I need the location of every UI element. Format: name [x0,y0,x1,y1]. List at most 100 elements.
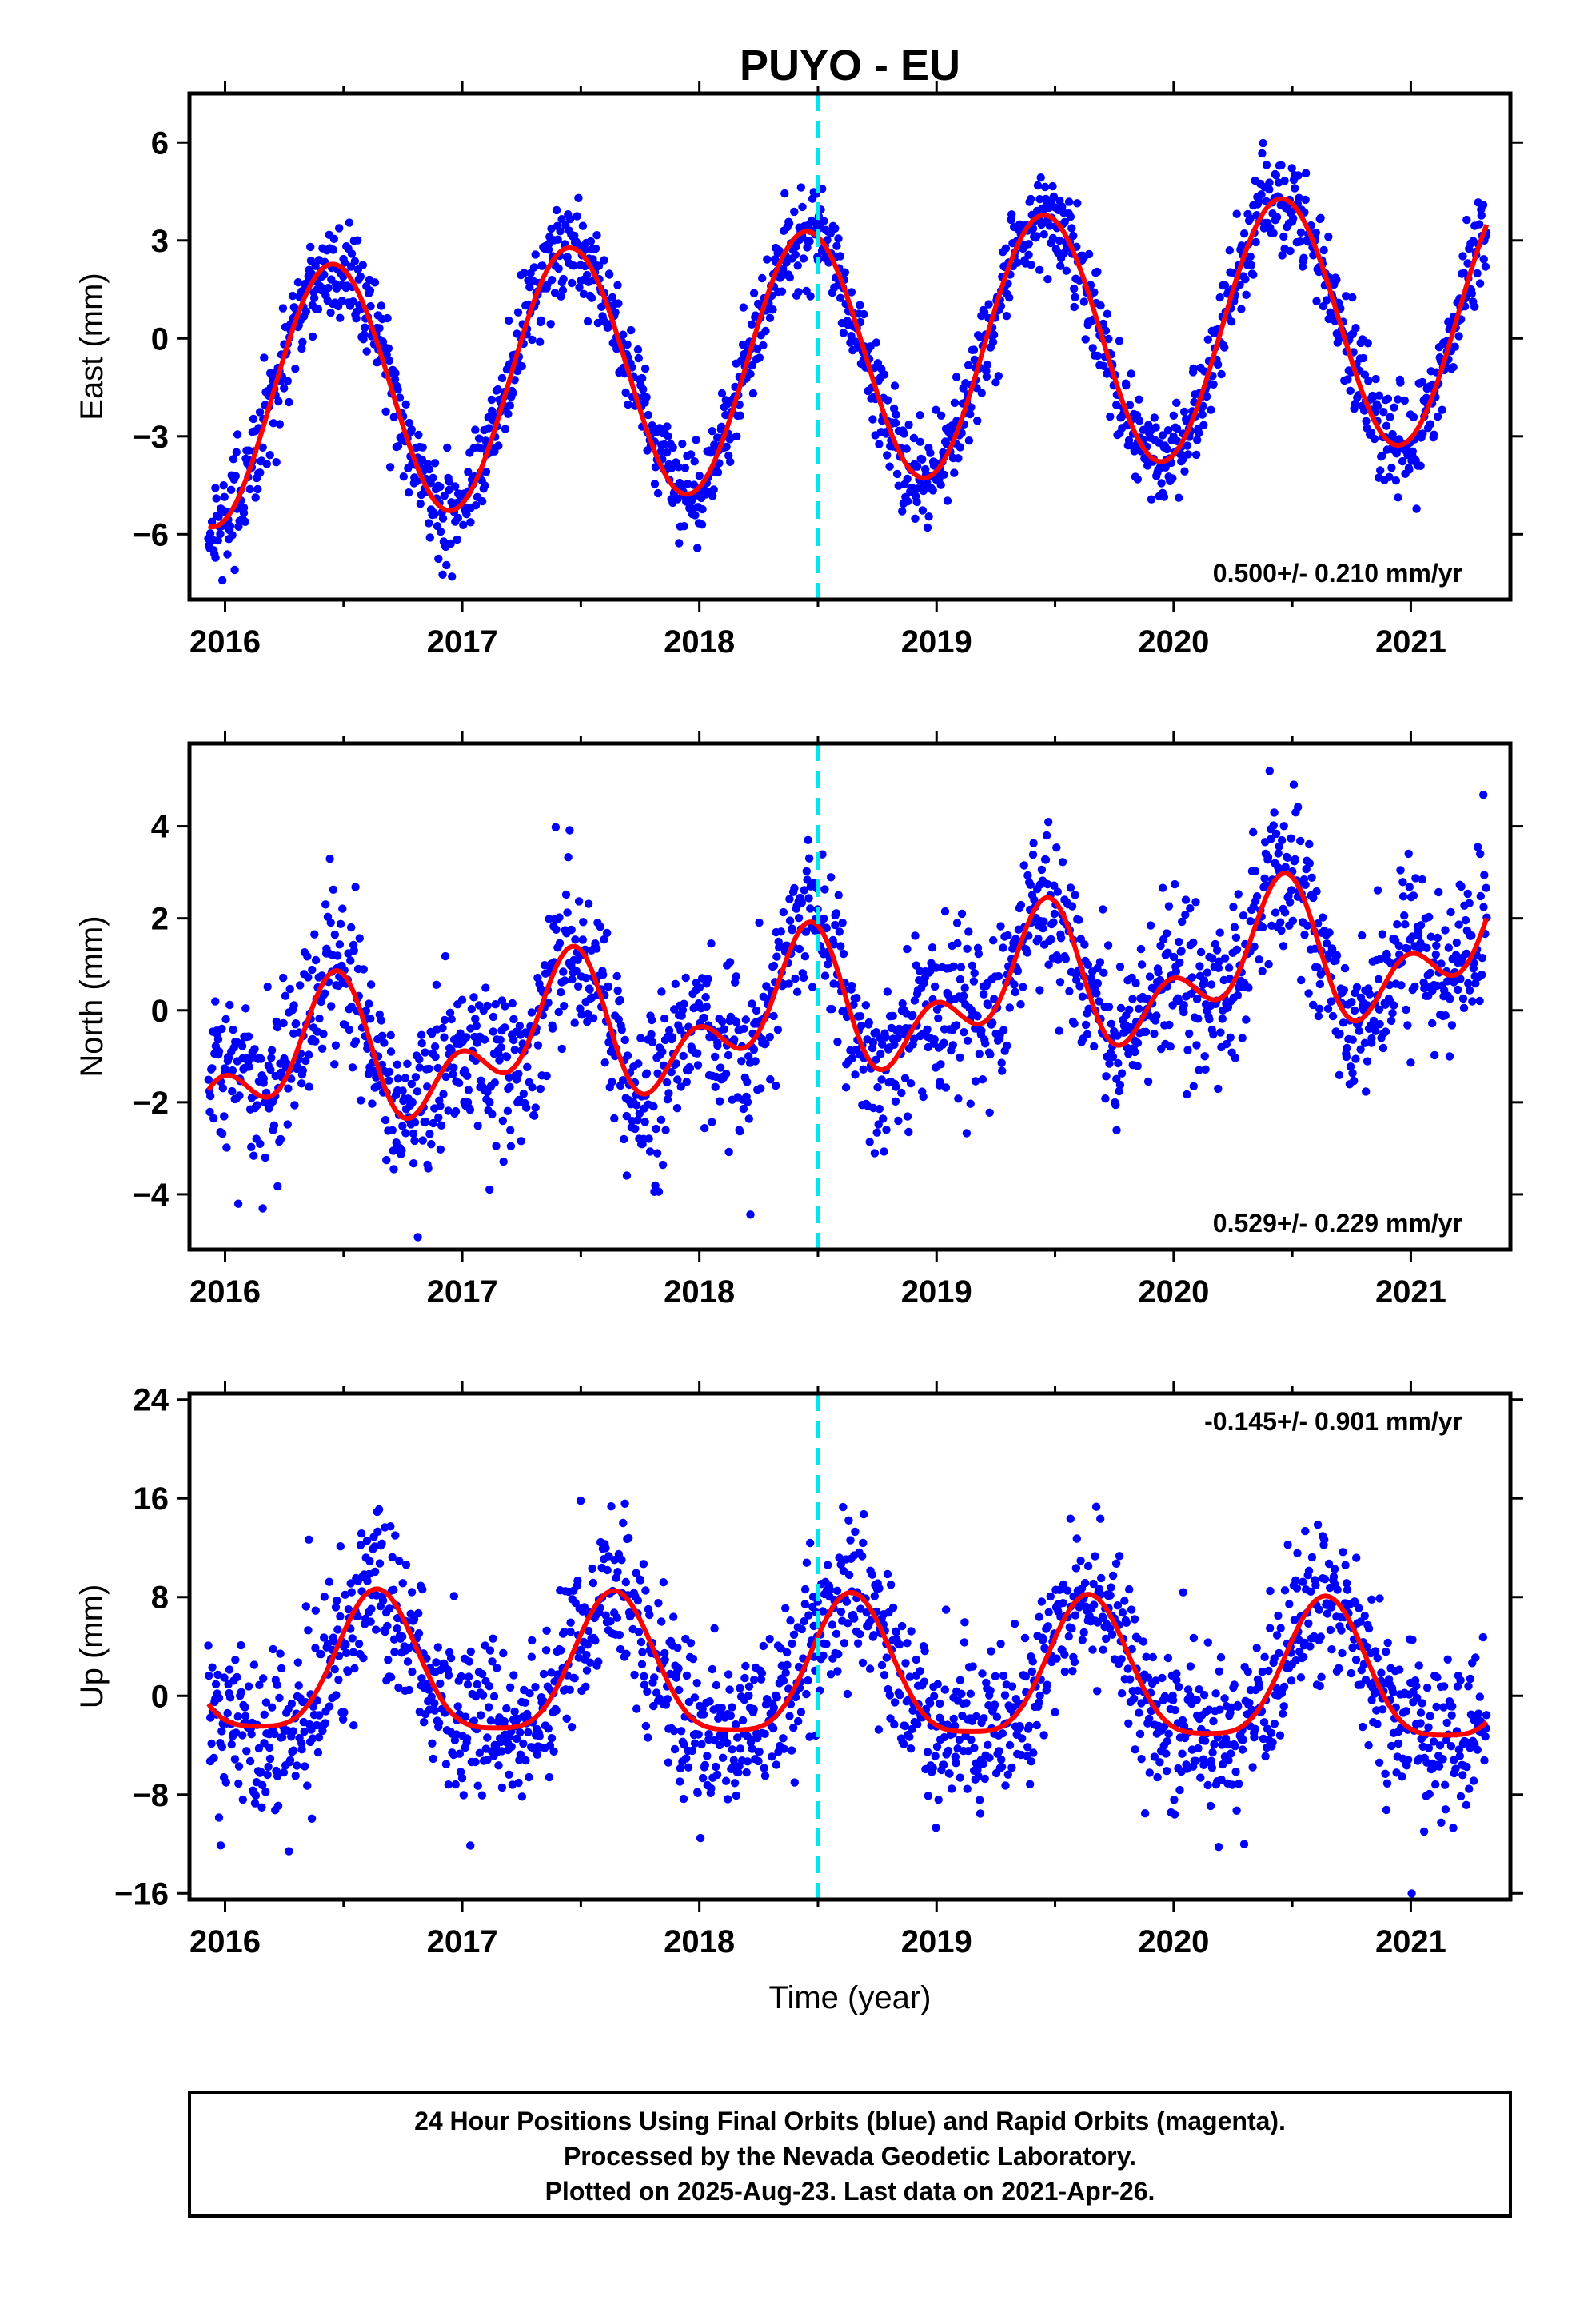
data-point [645,1611,653,1619]
data-point [664,1695,672,1703]
data-point [1454,332,1462,340]
data-point [931,983,939,991]
data-point [956,443,964,451]
data-point [1082,335,1090,343]
data-point [954,1094,962,1102]
data-point [1003,931,1011,939]
data-point [839,919,847,927]
data-point [448,1015,456,1023]
data-point [490,1692,498,1700]
data-point [1071,303,1079,311]
data-point [613,972,621,980]
data-point [731,1779,739,1787]
data-point [438,1024,446,1032]
data-point [522,1103,530,1111]
data-point [332,1691,340,1699]
data-point [1097,1574,1105,1582]
data-point [869,1038,877,1046]
data-point [1162,1749,1170,1757]
data-point [1249,828,1257,836]
data-point [303,1781,311,1789]
data-point [803,1559,811,1567]
y-axis-label: North (mm) [74,915,110,1077]
data-point [228,531,236,539]
data-point [692,436,700,444]
data-point [833,1667,841,1675]
data-point [413,1087,421,1095]
data-point [956,975,964,983]
data-point [641,1118,649,1126]
x-tick-label: 2020 [1138,624,1209,660]
data-point [284,1084,292,1092]
data-point [860,1066,868,1074]
data-point [1315,1005,1323,1013]
data-point [286,1756,294,1764]
data-point [658,1048,666,1056]
data-point [1446,995,1454,1003]
data-point [1170,1796,1178,1804]
data-point [868,1571,876,1579]
data-point [401,1074,409,1082]
data-point [919,506,927,514]
data-point [1446,908,1454,916]
data-point [942,1083,950,1091]
data-point [896,1640,904,1648]
data-point [545,1773,553,1781]
data-point [1182,895,1190,903]
data-point [617,1556,625,1564]
data-point [552,926,560,934]
data-point [1071,891,1079,899]
data-point [1468,289,1476,297]
data-point [1131,979,1139,987]
data-point [372,1625,380,1633]
data-point [683,1672,691,1680]
data-point [253,485,261,493]
data-point [250,1660,258,1668]
data-point [707,1784,715,1792]
data-point [1355,1027,1363,1035]
data-point [671,1745,679,1753]
data-point [1324,233,1332,241]
data-point [1434,888,1442,896]
data-point [779,1734,787,1742]
data-point [770,962,778,970]
data-point [1142,1028,1150,1036]
data-point [942,1605,950,1613]
data-point [485,1703,493,1711]
data-point [430,1699,438,1707]
data-point [1401,397,1409,405]
data-point [540,1670,548,1678]
data-point [386,1522,394,1530]
data-point [950,468,958,476]
data-point [1405,465,1413,473]
data-point [1358,931,1366,939]
data-point [848,982,856,990]
data-point [1016,1000,1024,1008]
data-point [497,1036,505,1044]
data-point [218,576,226,584]
data-point [1027,1757,1035,1765]
data-point [477,1711,485,1719]
data-point [806,292,814,300]
data-point [308,1815,316,1823]
data-point [750,289,758,297]
data-point [1393,920,1401,928]
data-point [542,1072,550,1080]
data-point [1127,1605,1135,1613]
data-point [1406,883,1414,891]
data-point [720,1025,728,1033]
data-point [1464,979,1472,987]
data-point [693,1679,701,1687]
data-point [859,1659,867,1667]
x-tick-label: 2021 [1375,624,1446,660]
data-point [332,1042,340,1050]
data-point [1018,1734,1026,1742]
data-point [1194,1744,1202,1752]
data-point [601,1058,609,1066]
data-point [1189,365,1197,373]
data-point [583,1666,591,1674]
data-point [552,823,560,831]
data-point [247,1730,255,1738]
data-point [859,1539,867,1547]
data-point [1299,254,1307,262]
